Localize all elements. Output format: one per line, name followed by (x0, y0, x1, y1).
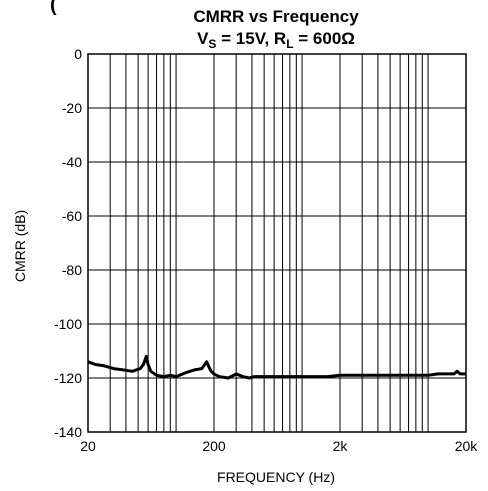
x-tick-label: 20 (80, 438, 96, 454)
x-axis-label: FREQUENCY (Hz) (217, 469, 335, 485)
y-tick-label: 0 (74, 46, 82, 62)
y-tick-label: -120 (54, 370, 82, 386)
plot-frame (87, 53, 467, 433)
subtitle-rest: = 600Ω (294, 29, 355, 48)
y-tick-labels: 0 -20 -40 -60 -80 -100 -120 -140 (54, 46, 82, 440)
y-tick-label: -80 (62, 262, 82, 278)
x-tick-label: 20k (455, 438, 479, 454)
cmrr-series-line (87, 354, 466, 380)
y-tick-label: -140 (54, 424, 82, 440)
y-tick-label: -20 (62, 100, 82, 116)
y-tick-label: -100 (54, 316, 82, 332)
subtitle-vs: V (197, 29, 209, 48)
grid (88, 53, 466, 433)
subtitle-middle: = 15V, R (216, 29, 286, 48)
series-layer (87, 354, 466, 380)
subtitle-rl-subscript: L (286, 37, 293, 51)
y-tick-label: -40 (62, 154, 82, 170)
chart-subtitle: VS = 15V, RL = 600Ω (197, 29, 355, 51)
subtitle-vs-subscript: S (208, 37, 216, 51)
x-tick-labels: 20 200 2k 20k (80, 438, 478, 454)
chart-title: CMRR vs Frequency (193, 7, 359, 26)
y-tick-label: -60 (62, 208, 82, 224)
x-tick-label: 2k (333, 438, 349, 454)
y-axis-label: CMRR (dB) (12, 210, 28, 282)
x-tick-label: 200 (202, 438, 226, 454)
cut-off-heading-fragment: ( (50, 0, 57, 16)
